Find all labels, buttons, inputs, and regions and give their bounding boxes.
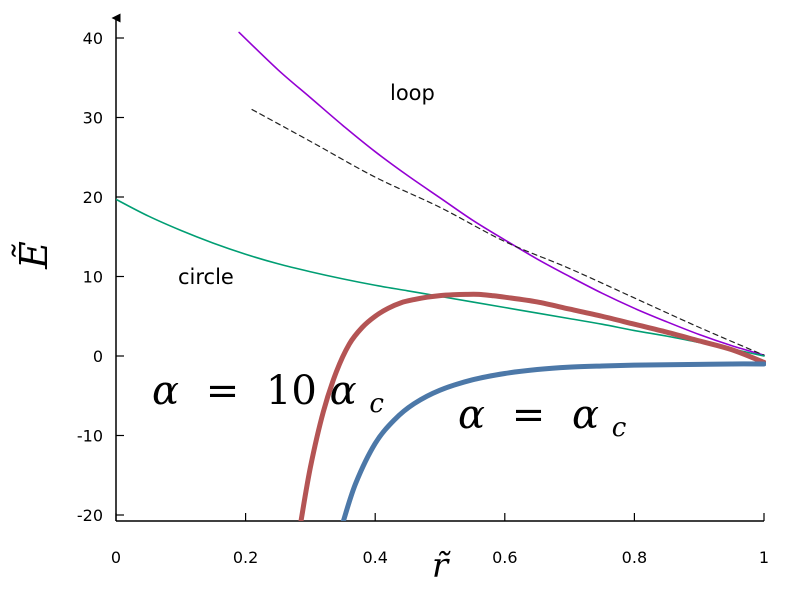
y-tick-label: -10 <box>77 427 103 446</box>
y-tick-label: 20 <box>83 188 103 207</box>
series-line-loop <box>238 31 765 356</box>
x-axis-label-text: r̃ <box>432 546 452 586</box>
x-tick-label: 0.6 <box>492 548 517 567</box>
y-tick-label: 40 <box>83 29 103 48</box>
series-line-c <box>340 361 766 521</box>
y-axis-label: Ẽ <box>12 241 56 270</box>
alpha-10-label: α = 10 α c <box>152 368 384 419</box>
series-layer <box>116 31 766 521</box>
alpha-10-lhs: α <box>152 368 179 414</box>
y-tick-label: -20 <box>77 506 103 525</box>
alpha-c-lhs: α <box>458 392 485 438</box>
x-tick-label: 0.4 <box>362 548 387 567</box>
series-line-10-c <box>298 291 766 521</box>
y-tick-label: 10 <box>83 268 103 287</box>
axes <box>111 13 764 522</box>
svg-text:α = α: α = α c <box>458 392 627 443</box>
svg-text:α = 10: α = 10 α c <box>152 368 384 419</box>
alpha-c-sub: c <box>612 413 627 443</box>
alpha-c-eq: = <box>512 392 546 438</box>
y-tick-label: 30 <box>83 109 103 128</box>
x-axis-label: r̃ <box>432 546 452 586</box>
series-line-reference-dashed <box>251 108 765 356</box>
y-axis-label-text: Ẽ <box>12 241 56 270</box>
ticks-layer: 0 0.2 0.4 0.6 0.8 1 -20 -10 0 10 20 30 40 <box>77 29 769 567</box>
alpha-c-rhs: α <box>572 392 599 438</box>
alpha-10-sub: c <box>369 389 384 419</box>
alpha-10-num: 10 <box>266 368 317 414</box>
circle-label: circle <box>178 265 234 289</box>
alpha-c-label: α = α c <box>458 392 627 443</box>
x-tick-label: 0 <box>111 548 121 567</box>
x-tick-label: 1 <box>759 548 769 567</box>
y-tick-label: 0 <box>93 347 103 366</box>
loop-label: loop <box>390 81 435 105</box>
alpha-10-eq: = <box>206 368 240 414</box>
alpha-10-rhs: α <box>330 368 357 414</box>
x-tick-label: 0.8 <box>622 548 647 567</box>
x-tick-label: 0.2 <box>233 548 258 567</box>
